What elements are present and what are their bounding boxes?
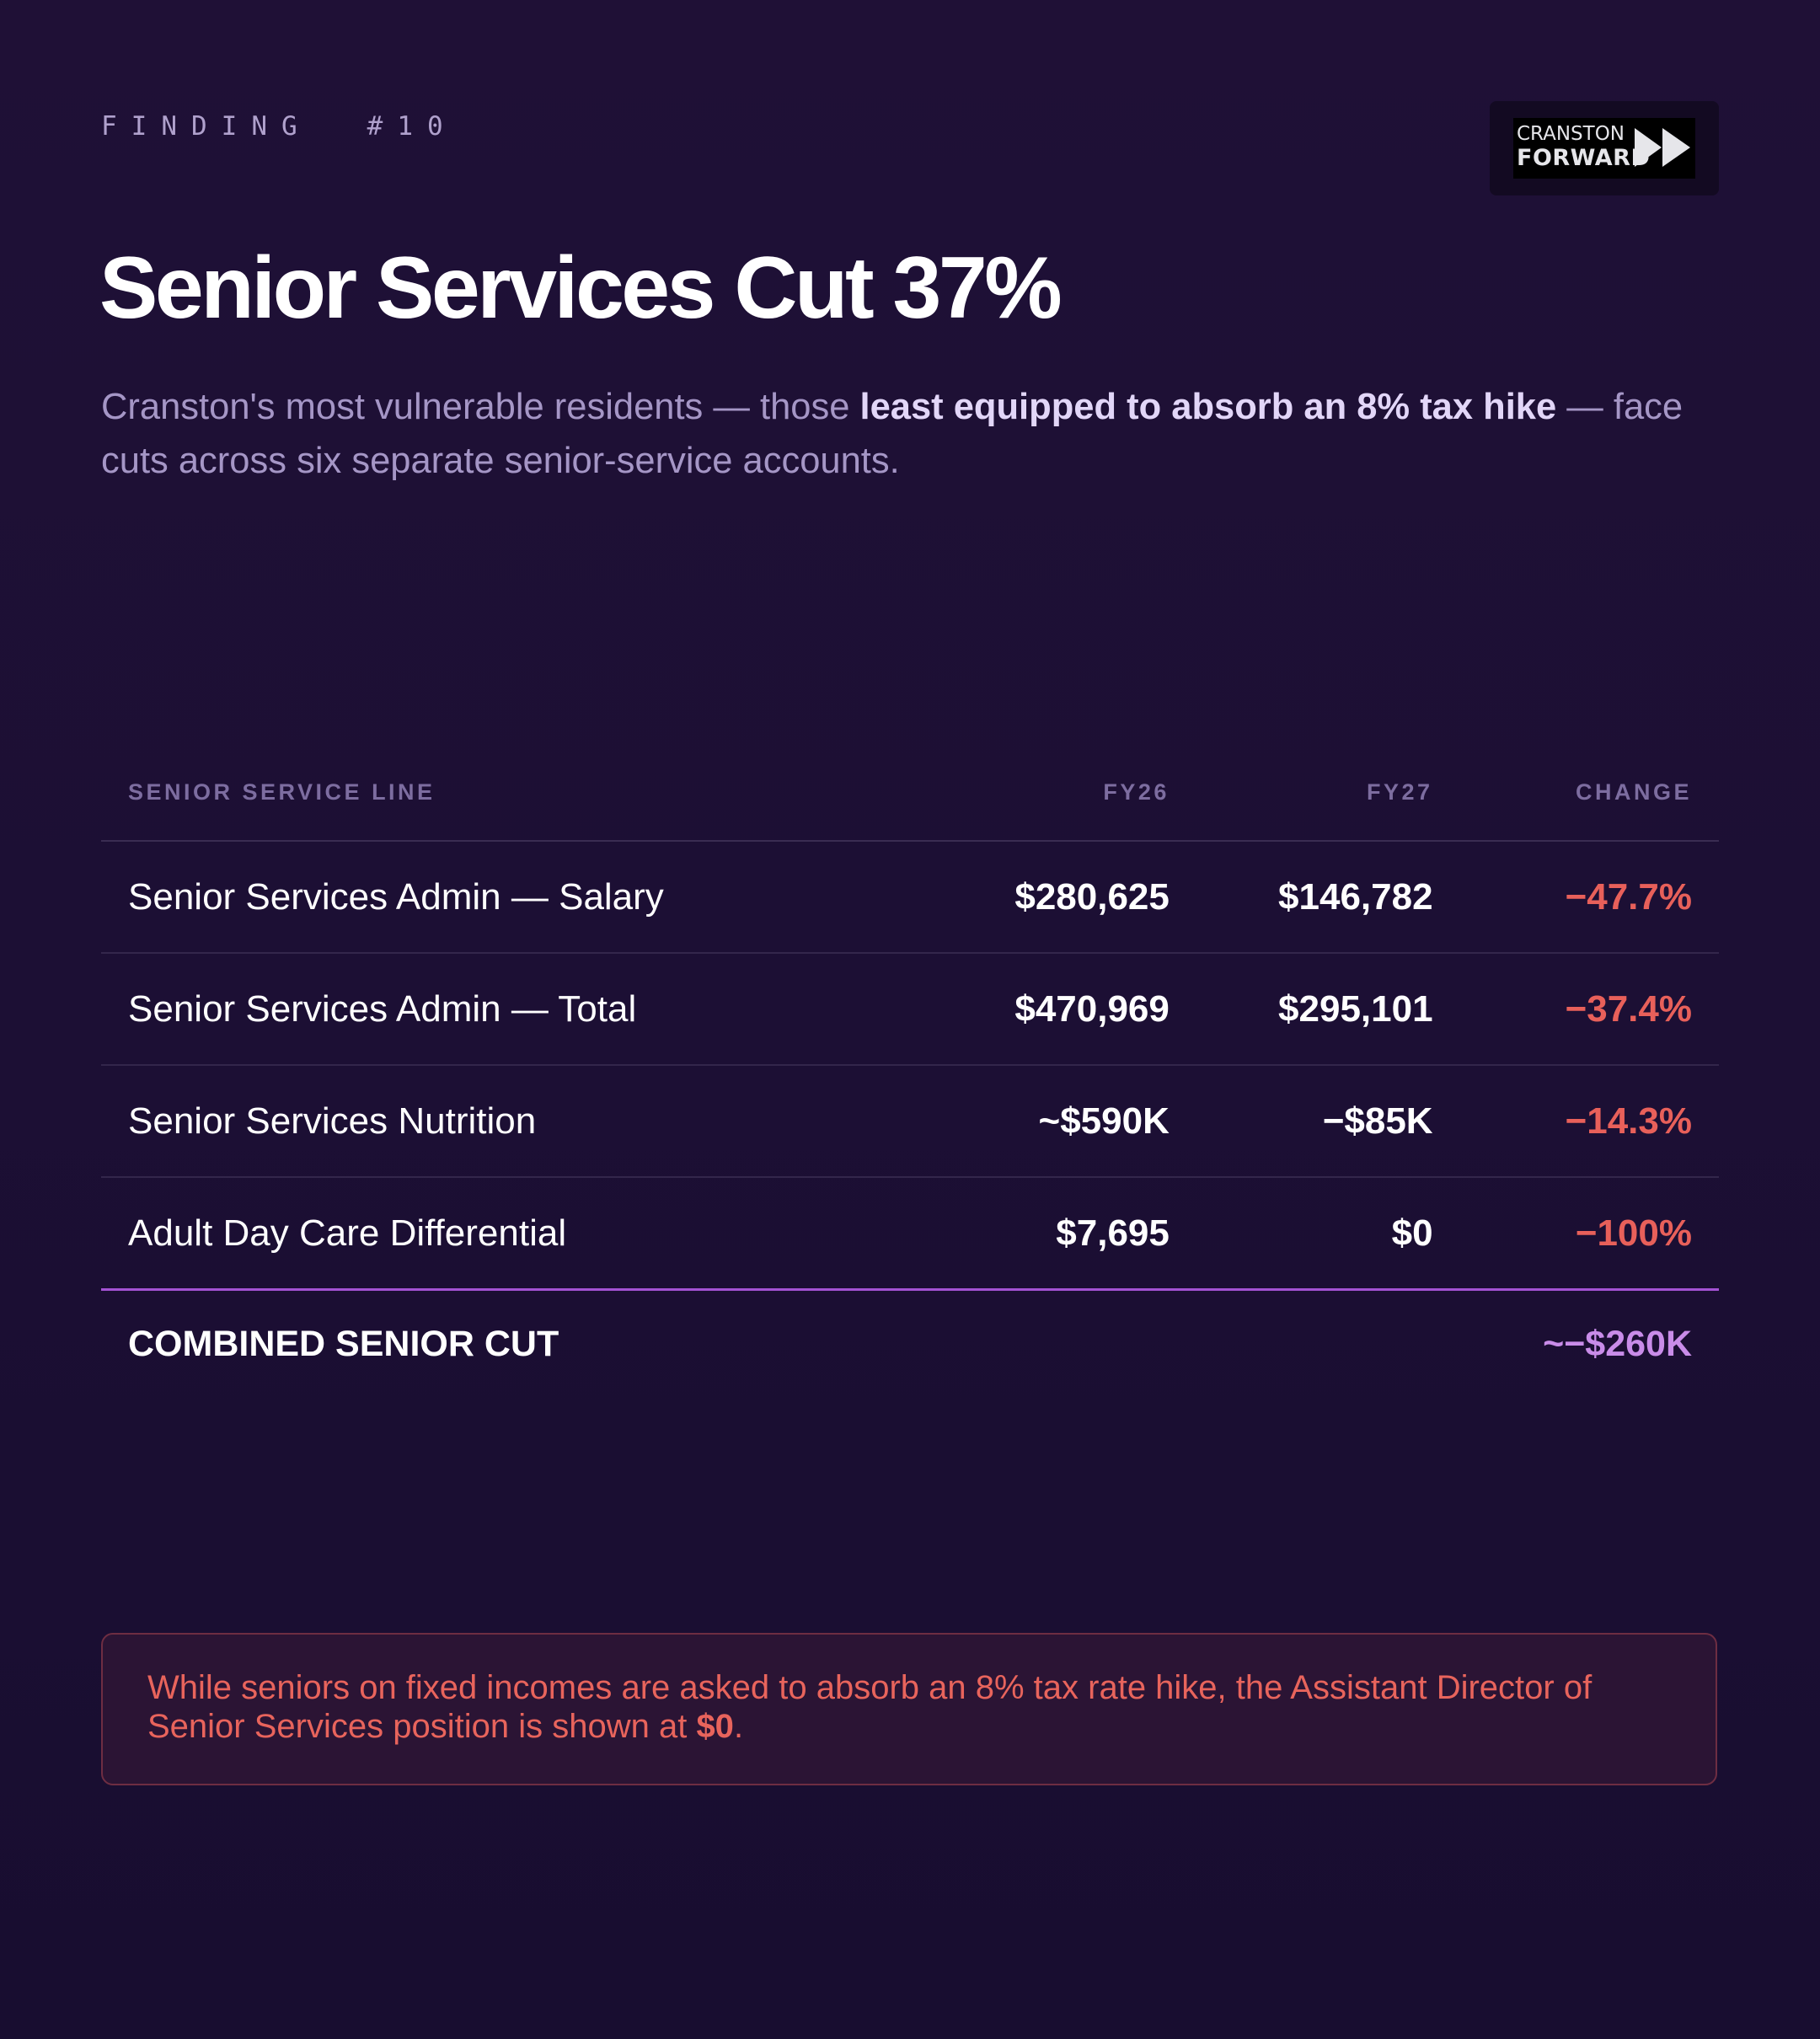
change-value: −14.3% [1459,1065,1719,1178]
change-value: −100% [1459,1177,1719,1291]
header-fy27: FY27 [1196,763,1460,842]
table-row: Senior Services Nutrition ~$590K −$85K −… [101,1065,1719,1178]
page-title: Senior Services Cut 37% [99,239,1063,337]
fy26-value: $7,695 [956,1177,1196,1291]
finding-word: FINDING [101,111,312,142]
header-fy26: FY26 [956,763,1196,842]
fast-forward-icon [1635,128,1690,167]
fy27-value: −$85K [1196,1065,1460,1178]
change-value: −47.7% [1459,841,1719,954]
page-subtitle: Cranston's most vulnerable residents — t… [101,380,1727,488]
fy27-value: $295,101 [1196,953,1460,1066]
header-change: CHANGE [1459,763,1719,842]
subtitle-lead: Cranston's most vulnerable residents — t… [101,387,860,427]
logo-line-2: FORWARD [1517,145,1651,171]
finding-label: FINDING #10 [101,111,458,142]
callout-emphasis: $0 [696,1708,734,1745]
callout-text: While seniors on fixed incomes are asked… [147,1668,1664,1746]
table-header-row: SENIOR SERVICE LINE FY26 FY27 CHANGE [101,763,1719,842]
service-line: Senior Services Admin — Total [101,953,957,1066]
logo-line-1: CRANSTON [1517,123,1625,145]
service-line: Senior Services Admin — Salary [101,841,957,954]
subtitle-emphasis: least equipped to absorb an 8% tax hike [859,387,1557,427]
senior-services-table: SENIOR SERVICE LINE FY26 FY27 CHANGE Sen… [101,763,1719,1397]
header-service-line: SENIOR SERVICE LINE [101,763,957,842]
fy26-value: $470,969 [956,953,1196,1066]
table-row: Senior Services Admin — Total $470,969 $… [101,953,1719,1066]
subtitle-tail: — face cuts across six separate senior-s… [101,387,1684,481]
logo-wordmark: CRANSTON FORWARD [1517,123,1651,171]
callout-end: . [733,1708,744,1745]
fy26-value: $280,625 [956,841,1196,954]
cranston-forward-logo: CRANSTON FORWARD [1490,101,1719,195]
table-row: Senior Services Admin — Salary $280,625 … [101,841,1719,954]
service-line: Adult Day Care Differential [101,1177,957,1291]
fy27-value: $0 [1196,1177,1460,1291]
table-row: Adult Day Care Differential $7,695 $0 −1… [101,1177,1719,1291]
fy27-value: $146,782 [1196,841,1460,954]
finding-number: #10 [367,111,458,142]
total-label: COMBINED SENIOR CUT [128,1323,559,1364]
callout-box: While seniors on fixed incomes are asked… [101,1633,1717,1785]
total-value: ~−$260K [1543,1323,1692,1364]
callout-body: While seniors on fixed incomes are asked… [147,1669,1592,1745]
service-line: Senior Services Nutrition [101,1065,957,1178]
total-row: COMBINED SENIOR CUT ~−$260K [101,1290,1719,1398]
logo-badge: CRANSTON FORWARD [1513,118,1695,179]
change-value: −37.4% [1459,953,1719,1066]
fy26-value: ~$590K [956,1065,1196,1178]
